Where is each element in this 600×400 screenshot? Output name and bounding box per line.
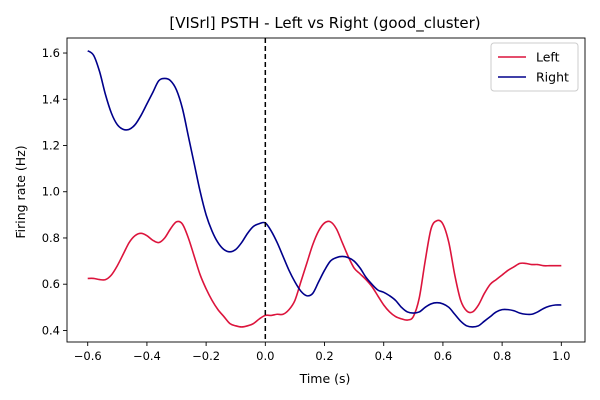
x-tick-label: 1.0: [552, 349, 570, 363]
x-tick-label: −0.6: [74, 349, 102, 363]
legend-label-left: Left: [536, 50, 560, 65]
plot-area: −0.6 −0.4 −0.2 0.0 0.2 0.4 0.6 0.8 1.0 0.4 0.6 0.8…: [42, 37, 586, 363]
y-tick-label: 0.8: [42, 231, 60, 245]
legend-label-right: Right: [536, 70, 569, 85]
y-tick-label: 0.6: [42, 277, 60, 291]
x-tick-label: 0.0: [256, 349, 274, 363]
axes-frame: [66, 37, 586, 343]
y-tick-label: 0.4: [42, 323, 60, 337]
x-tick-label: −0.2: [192, 349, 220, 363]
x-axis-title: Time (s): [299, 371, 351, 386]
x-tick-label: 0.8: [493, 349, 511, 363]
y-axis-title: Firing rate (Hz): [13, 145, 28, 238]
legend-box: [490, 42, 579, 92]
x-tick-label: −0.4: [133, 349, 161, 363]
series-group: [87, 50, 562, 328]
y-axis-ticks: 0.4 0.6 0.8 1.0 1.2 1.4 1.6: [42, 46, 67, 337]
y-tick-label: 1.6: [42, 46, 60, 60]
x-axis-ticks: −0.6 −0.4 −0.2 0.0 0.2 0.4 0.6 0.8 1.0: [74, 342, 570, 363]
x-tick-label: 0.4: [375, 349, 393, 363]
chart-title: [VISrl] PSTH - Left vs Right (good_clust…: [169, 14, 480, 33]
legend: Left Right: [490, 42, 579, 92]
x-tick-label: 0.6: [434, 349, 452, 363]
y-tick-label: 1.2: [42, 138, 60, 152]
series-line-left: [87, 219, 562, 328]
y-tick-label: 1.4: [42, 92, 60, 106]
y-tick-label: 1.0: [42, 185, 60, 199]
x-tick-label: 0.2: [315, 349, 333, 363]
series-line-right: [87, 50, 562, 328]
